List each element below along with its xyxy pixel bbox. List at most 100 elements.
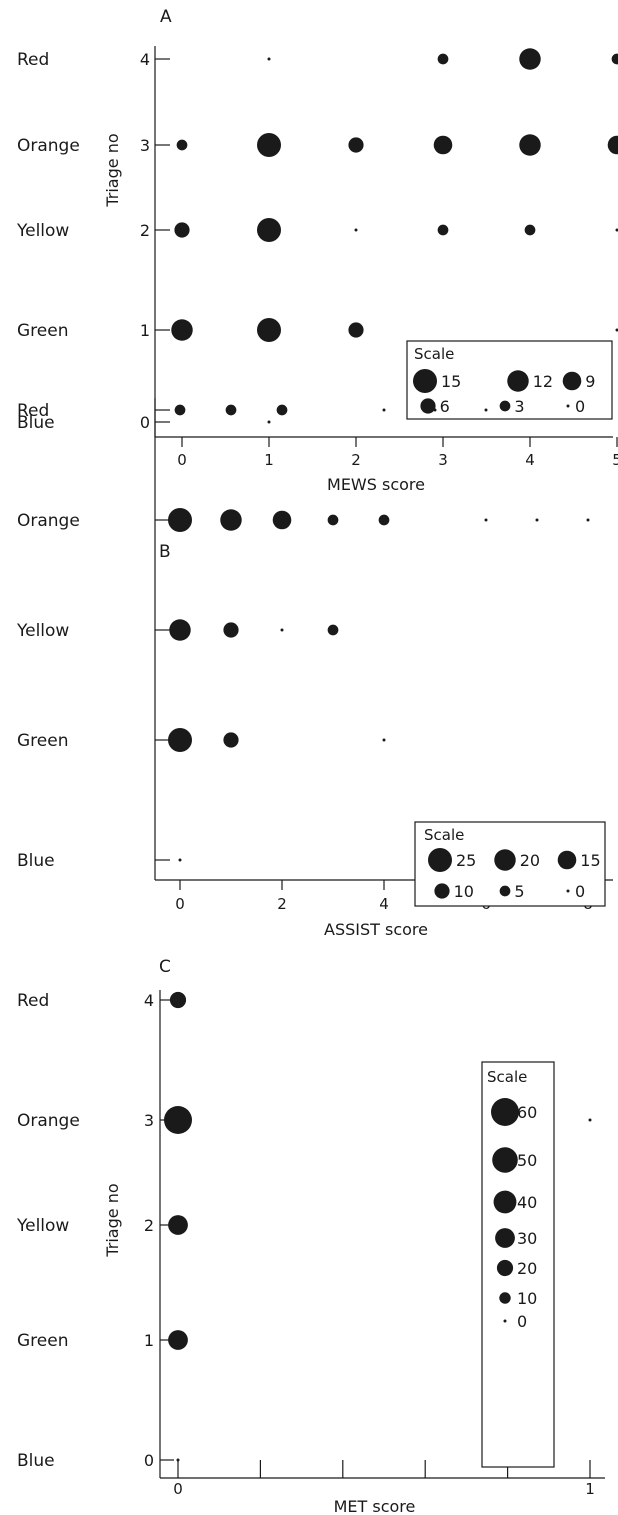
panel-a: A0Blue1Green2Yellow3Orange4Red01234567ME… (16, 7, 618, 494)
data-point (586, 518, 590, 522)
legend-label: 40 (517, 1193, 537, 1212)
y-tick-label: 2 (144, 1216, 154, 1235)
legend-marker (413, 369, 437, 393)
triage-label: Blue (17, 413, 55, 433)
data-point (267, 420, 271, 424)
panel-label: A (160, 7, 172, 27)
legend-marker (566, 889, 570, 893)
legend-marker (499, 400, 511, 412)
legend-label: 12 (533, 372, 553, 391)
data-point (280, 628, 284, 632)
data-point (176, 1458, 180, 1462)
data-point (437, 53, 449, 65)
legend-label: 50 (517, 1151, 537, 1170)
data-point (257, 318, 281, 342)
data-point (382, 738, 386, 742)
y-tick-label: 0 (144, 1451, 154, 1470)
legend-title: Scale (414, 345, 454, 363)
legend-marker (503, 1319, 507, 1323)
data-point (176, 139, 188, 151)
triage-label: Yellow (16, 221, 69, 241)
data-point (174, 222, 190, 238)
data-point (225, 404, 237, 416)
triage-label: Red (17, 50, 49, 70)
data-point (611, 53, 618, 65)
x-tick-label: 1 (264, 451, 274, 469)
data-point (378, 514, 390, 526)
y-tick-label: 1 (144, 1331, 154, 1350)
legend-box (481, 1061, 555, 1468)
triage-label: Green (17, 731, 68, 751)
x-tick-label: 2 (351, 451, 361, 469)
data-point (535, 518, 539, 522)
legend-label: 9 (585, 372, 595, 391)
data-point (607, 135, 618, 155)
triage-label: Yellow (16, 621, 69, 641)
data-point (519, 48, 541, 70)
triage-label: Orange (17, 136, 80, 156)
data-point (223, 622, 239, 638)
panel-c: C 0 Blue 1 Green 2 Yellow 3 Orange 4 Red 0 1 MET scor… (16, 957, 605, 1515)
data-point (615, 228, 618, 232)
legend-label: 3 (514, 397, 524, 416)
legend-marker (507, 370, 529, 392)
x-tick-label: 5 (612, 451, 618, 469)
legend-marker (557, 850, 577, 870)
legend-label: 15 (580, 851, 600, 870)
legend-label: 25 (456, 851, 476, 870)
legend-title: Scale (487, 1068, 527, 1086)
data-point (348, 322, 364, 338)
x-tick-label: 4 (525, 451, 535, 469)
legend-marker (494, 849, 516, 871)
x-tick-label: 4 (379, 895, 389, 913)
data-point (168, 1330, 188, 1350)
data-point (524, 224, 536, 236)
triage-label: Yellow (16, 1216, 69, 1236)
data-point (220, 509, 242, 531)
data-point (171, 319, 193, 341)
legend-label: 20 (520, 851, 540, 870)
y-tick-label: 3 (140, 136, 150, 155)
legend-label: 0 (575, 882, 585, 901)
legend-marker (428, 848, 452, 872)
data-point (433, 408, 437, 412)
data-point (272, 510, 292, 530)
panel-b: BBlueGreenYellowOrangeRed02468ASSIST sco… (16, 398, 613, 939)
data-point (267, 57, 271, 61)
legend-label: 30 (517, 1229, 537, 1248)
legend-label: 60 (517, 1103, 537, 1122)
data-point (382, 408, 386, 412)
data-point (164, 1106, 192, 1134)
panel-label: C (159, 957, 171, 977)
legend-marker (495, 1228, 515, 1248)
data-point (168, 508, 192, 532)
y-tick-label: 0 (140, 413, 150, 432)
x-axis-title: MEWS score (327, 475, 425, 494)
legend-label: 10 (517, 1289, 537, 1308)
y-tick-label: 4 (144, 991, 154, 1010)
legend-label: 20 (517, 1259, 537, 1278)
legend-label: 0 (517, 1312, 527, 1331)
data-point (327, 624, 339, 636)
legend-marker (496, 1259, 514, 1277)
data-point (174, 404, 186, 416)
y-tick-label: 2 (140, 221, 150, 240)
data-point (169, 619, 191, 641)
data-point (168, 728, 192, 752)
x-axis-title: ASSIST score (324, 920, 428, 939)
x-tick-label: 0 (177, 451, 187, 469)
x-axis-title: MET score (334, 1497, 416, 1515)
data-point (223, 732, 239, 748)
triage-label: Orange (17, 511, 80, 531)
legend-marker (420, 398, 436, 414)
y-axis-title: Triage no (103, 133, 122, 207)
size-legend: Scale 25 20 15 10 5 0 (414, 821, 606, 907)
x-tick-label: 3 (438, 451, 448, 469)
triage-label: Orange (17, 1111, 80, 1131)
x-tick-label: 1 (585, 1480, 595, 1498)
legend-marker (434, 883, 450, 899)
legend-label: 15 (441, 372, 461, 391)
legend-marker (562, 371, 582, 391)
legend-marker (499, 1292, 511, 1304)
legend-label: 10 (454, 882, 474, 901)
